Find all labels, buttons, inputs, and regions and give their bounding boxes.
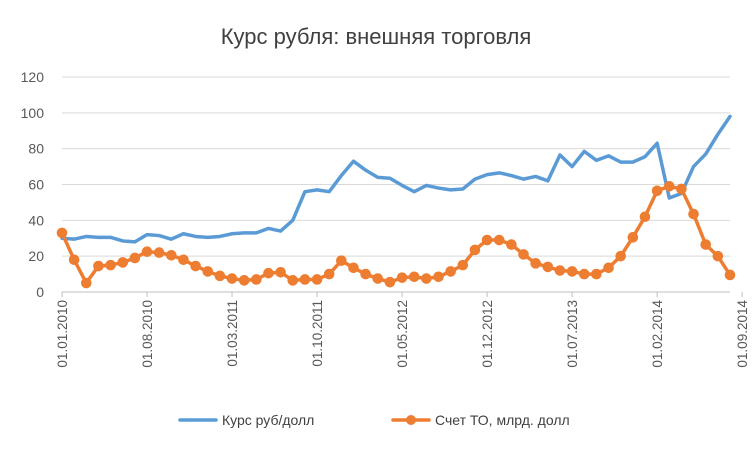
x-tick-label: 01.09.2014 <box>735 300 750 368</box>
x-tick-label: 01.12.2012 <box>480 300 495 368</box>
data-point <box>384 276 396 288</box>
y-tick-label: 100 <box>21 105 45 121</box>
series-layer <box>56 114 736 289</box>
data-point <box>141 246 153 257</box>
data-point <box>287 275 299 286</box>
y-tick-label: 60 <box>28 177 44 193</box>
data-point <box>323 268 335 280</box>
series-line <box>60 114 732 244</box>
data-point <box>238 275 250 286</box>
data-point <box>639 211 651 223</box>
data-point <box>627 232 639 243</box>
data-point <box>421 273 432 284</box>
data-point <box>603 262 614 274</box>
data-point <box>651 185 663 197</box>
data-point <box>372 273 384 284</box>
legend: Курс руб/долл Счет ТО, млрд. долл <box>178 412 570 428</box>
data-point <box>591 268 602 280</box>
data-point <box>724 269 736 281</box>
data-point <box>226 273 238 284</box>
data-point <box>117 257 129 268</box>
data-point <box>263 267 274 279</box>
data-point <box>542 261 554 273</box>
data-point <box>663 180 675 192</box>
data-point <box>214 270 226 282</box>
data-point <box>348 262 359 274</box>
data-point <box>275 266 286 278</box>
data-point <box>311 274 323 285</box>
legend-marker <box>406 415 416 425</box>
data-point <box>336 255 347 266</box>
data-point <box>469 244 481 256</box>
data-point <box>299 274 311 285</box>
data-point <box>445 266 456 277</box>
data-point <box>68 254 80 266</box>
data-point <box>153 247 165 258</box>
data-point <box>80 277 92 289</box>
x-tick-label: 01.05.2012 <box>395 300 410 368</box>
chart-title: Курс рубля: внешняя торговля <box>221 24 532 49</box>
legend-item-2: Счет ТО, млрд. долл <box>391 412 570 428</box>
data-point <box>408 271 420 283</box>
data-point <box>396 272 408 283</box>
y-tick-label: 80 <box>28 141 44 157</box>
data-point <box>506 239 517 250</box>
data-point <box>105 259 116 271</box>
data-point <box>202 266 214 277</box>
data-point <box>493 234 505 246</box>
x-tick-label: 01.02.2014 <box>650 300 665 368</box>
x-tick-label: 01.10.2011 <box>310 300 325 367</box>
data-point <box>676 183 687 195</box>
legend-label: Счет ТО, млрд. долл <box>435 412 570 428</box>
data-point <box>712 250 724 262</box>
x-tick-label: 01.03.2011 <box>225 300 240 367</box>
y-tick-label: 40 <box>28 212 44 228</box>
x-tick-label: 01.07.2013 <box>565 300 580 368</box>
legend-label: Курс руб/долл <box>222 412 314 428</box>
y-tick-label: 0 <box>36 284 44 300</box>
data-point <box>518 249 529 260</box>
series-2 <box>56 180 736 289</box>
x-axis: 01.01.2010 01.08.2010 01.03.2011 01.10.2011… <box>55 292 750 368</box>
data-point <box>360 268 371 280</box>
data-point <box>190 260 201 272</box>
data-point <box>178 254 189 266</box>
y-tick-label: 20 <box>28 248 44 264</box>
y-tick-label: 120 <box>21 69 45 85</box>
data-point <box>554 265 566 276</box>
x-tick-label: 01.01.2010 <box>55 300 70 368</box>
data-point <box>578 268 590 280</box>
data-point <box>457 259 469 271</box>
legend-item-1: Курс руб/долл <box>178 412 314 428</box>
data-point <box>688 208 699 220</box>
data-point <box>166 249 177 261</box>
gridlines <box>62 76 730 293</box>
x-tick-label: 01.08.2010 <box>140 300 155 368</box>
data-point <box>530 258 541 269</box>
data-point <box>566 266 578 277</box>
data-point <box>615 250 626 262</box>
data-point <box>93 260 104 272</box>
y-axis: 0 20 40 60 80 100 120 <box>21 69 45 300</box>
data-point <box>129 252 141 264</box>
data-point <box>481 234 493 246</box>
data-point <box>251 274 262 285</box>
data-point <box>700 239 712 250</box>
data-point <box>433 271 444 283</box>
data-point <box>56 227 68 239</box>
series-1 <box>60 114 732 244</box>
